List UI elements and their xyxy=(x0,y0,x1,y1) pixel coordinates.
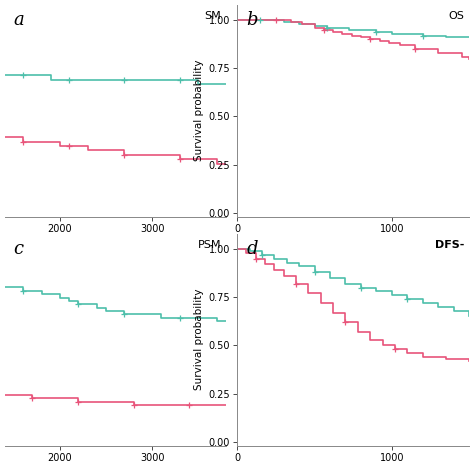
Text: d: d xyxy=(246,240,258,258)
Text: PSM: PSM xyxy=(198,240,221,250)
Text: a: a xyxy=(14,11,24,29)
Text: DFS-: DFS- xyxy=(435,240,465,250)
Text: b: b xyxy=(246,11,258,29)
Text: OS: OS xyxy=(449,11,465,21)
Y-axis label: Survival probability: Survival probability xyxy=(194,60,204,162)
Text: SM: SM xyxy=(205,11,221,21)
Y-axis label: Survival probability: Survival probability xyxy=(194,289,204,391)
Text: c: c xyxy=(14,240,24,258)
